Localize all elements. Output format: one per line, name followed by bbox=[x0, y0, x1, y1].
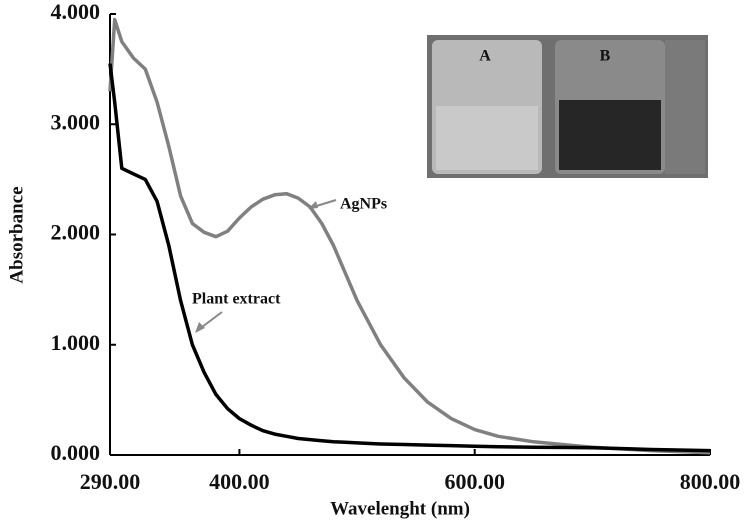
inset-label: B bbox=[600, 48, 611, 65]
x-tick-label: 400.00 bbox=[209, 469, 270, 494]
y-axis-title: Absorbance bbox=[6, 186, 27, 283]
arrowhead bbox=[195, 322, 205, 333]
y-tick-label: 3.000 bbox=[51, 109, 101, 134]
x-tick-label: 290.00 bbox=[80, 469, 141, 494]
x-axis-title: Wavelenght (nm) bbox=[330, 498, 470, 519]
inset-photo: A B bbox=[427, 35, 708, 178]
beaker-a-liquid bbox=[436, 106, 538, 170]
y-tick-label: 0.000 bbox=[51, 440, 101, 465]
y-tick-label: 2.000 bbox=[51, 220, 101, 245]
inset-label: A bbox=[479, 48, 491, 65]
annotation: Plant extract bbox=[192, 291, 281, 308]
inset-edge bbox=[665, 40, 705, 174]
series-line bbox=[108, 17, 711, 455]
y-tick-label: 1.000 bbox=[51, 330, 101, 355]
x-tick-label: 600.00 bbox=[444, 469, 505, 494]
series-line bbox=[108, 63, 711, 453]
y-tick-label: 4.000 bbox=[51, 0, 101, 24]
beaker-b-liquid bbox=[559, 100, 661, 170]
x-tick-label: 800.00 bbox=[680, 469, 741, 494]
annotation: AgNPs bbox=[340, 196, 387, 213]
